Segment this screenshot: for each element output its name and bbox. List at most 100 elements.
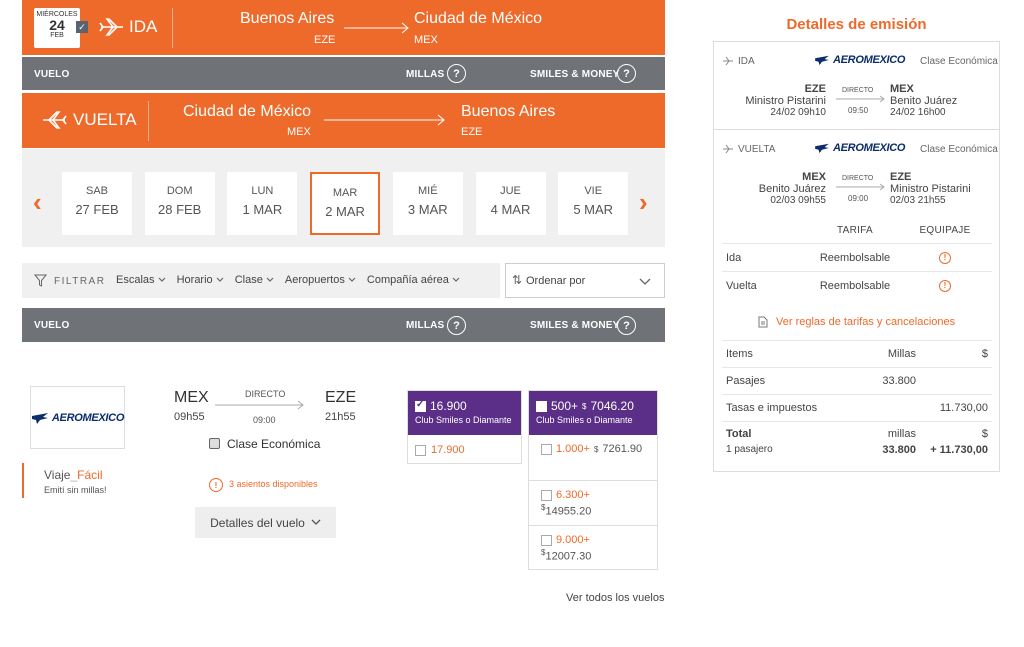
sm-club-checkbox[interactable] [536,400,547,412]
miles-club-label: Club Smiles o Diamante [415,415,512,425]
route-arrow-icon [215,400,304,410]
leg-from-name: Benito Juárez [758,183,826,195]
help-icon[interactable]: ? [617,64,636,83]
sm-club-label: Club Smiles o Diamante [536,415,633,425]
help-icon[interactable]: ? [447,316,466,335]
chevron-down-icon [452,277,460,282]
chevron-down-icon [348,277,356,282]
sm-option-cash: 14955.20 [545,505,592,518]
filter-dropdown[interactable]: Compañía aérea [367,274,460,286]
sm-option[interactable]: 6.300+ $14955.20 [529,480,657,525]
sm-option-cash: 12007.30 [545,550,592,563]
smiles-money-card: 500+ $7046.20 Club Smiles o Diamante 1.00… [528,390,658,570]
sm-option-checkbox[interactable] [541,534,552,546]
miles-card[interactable]: ✓ 16.900 Club Smiles o Diamante 17.900 [407,390,522,464]
day-option[interactable]: DOM 28 FEB [144,172,215,235]
chevron-down-icon [216,277,224,282]
date-month: FEB [50,32,64,39]
equipaje-header: EQUIPAJE [919,224,971,236]
total-value: + 11.730,00 [930,444,988,456]
baggage-alert-icon[interactable]: ! [939,251,951,264]
ida-to-city: Ciudad de México [414,10,543,27]
leg-airline: AEROMEXICO [814,54,905,66]
day-date: 2 MAR [325,204,365,219]
sm-option-checkbox[interactable] [541,489,552,501]
items-header: Items [726,348,753,360]
plane-icon [99,18,123,36]
price-table: Items Millas $ Pasajes 33.800 Tasas e im… [722,340,992,461]
filter-options: Escalas Horario Clase Aeropuertos Compañ… [116,274,460,286]
header-vuelo: VUELO [34,320,70,331]
tarifa-header: TARIFA [836,224,874,236]
route-arrow-icon [324,114,445,126]
rules-link[interactable]: Ver reglas de tarifas y cancelaciones [758,316,955,328]
next-date-button[interactable]: › [639,187,648,217]
leg-duration: 09:00 [848,194,869,203]
miles-club-checkbox[interactable]: ✓ [415,398,426,412]
sort-select[interactable]: ⇅ Ordenar por [505,263,665,298]
see-all-flights-link[interactable]: Ver todos los vuelos [566,592,665,604]
sm-option[interactable]: 1.000+ $7261.90 [529,435,657,480]
total-currency-label: $ [981,428,988,440]
sm-option-cash: 7261.90 [602,443,643,455]
flight-dep-time: 09h55 [174,411,205,423]
sm-club-cash: 7046.20 [590,399,634,413]
sm-option[interactable]: 9.000+ $12007.30 [529,525,657,570]
day-option[interactable]: MIÉ 3 MAR [392,172,463,235]
day-option[interactable]: MAR 2 MAR [310,172,381,235]
day-name: MAR [332,187,358,199]
day-list: SAB 27 FEB DOM 28 FEB LUN 1 MAR MAR 2 MAR MIÉ 3 M… [62,172,632,235]
filter-dropdown-label: Aeropuertos [284,274,345,286]
day-date: 28 FEB [158,202,202,217]
sm-option-checkbox[interactable] [541,443,552,455]
leg-from-name: Ministro Pistarini [745,95,826,107]
flight-duration: 09:00 [253,415,276,425]
filter-label: FILTRAR [54,276,106,287]
leg-to-name: Ministro Pistarini [890,183,971,195]
miles-regular-option[interactable]: 17.900 [408,435,521,465]
flight-details-button[interactable]: Detalles del vuelo [195,507,336,538]
leg-arr: 24/02 16h00 [890,107,946,118]
date-day: 24 [49,17,65,33]
help-icon[interactable]: ? [447,64,466,83]
rules-link-label: Ver reglas de tarifas y cancelaciones [776,316,956,328]
results-header-vuelta: VUELO MILLAS ? SMILES & MONEY ? [22,308,665,342]
fare-row: Vuelta Reembolsable! [722,271,992,299]
filter-dropdown[interactable]: Horario [177,274,224,286]
vuelta-from-city: Ciudad de México [183,103,312,120]
filter-dropdown[interactable]: Clase [235,274,274,286]
vuelta-to-code: EZE [461,126,483,138]
results-header-ida: VUELO MILLAS ? SMILES & MONEY ? [22,57,665,90]
promo-title-b: Fácil [77,468,103,482]
day-date: 1 MAR [242,202,283,217]
ida-to-code: MEX [414,34,438,46]
baggage-alert-icon[interactable]: ! [939,279,951,292]
header-vuelo: VUELO [34,69,70,80]
chevron-down-icon [158,277,166,282]
day-option[interactable]: VIE 5 MAR [558,172,629,235]
day-name: LUN [251,185,274,197]
date-badge: MIÉRCOLES 24 FEB [34,8,80,48]
leg-type: DIRECTO [842,175,874,182]
leg-airline: AEROMEXICO [814,142,905,154]
day-option[interactable]: LUN 1 MAR [227,172,298,235]
miles-club-value: 16.900 [430,399,467,413]
flight-cabin: Clase Económica [227,437,321,451]
header-smiles-money: SMILES & MONEY [530,320,620,331]
miles-club-option[interactable]: ✓ 16.900 Club Smiles o Diamante [408,391,521,435]
vuelta-to-city: Buenos Aires [461,103,556,120]
ida-from-code: EZE [314,34,336,46]
pasajes-label: Pasajes [726,375,766,387]
prev-date-button[interactable]: ‹ [33,187,42,217]
filter-dropdown[interactable]: Aeropuertos [285,274,356,286]
help-icon[interactable]: ? [617,316,636,335]
filter-dropdown[interactable]: Escalas [116,274,166,286]
day-option[interactable]: JUE 4 MAR [475,172,546,235]
promo-title-a: Viaje [44,468,71,482]
miles-regular-checkbox[interactable] [415,444,426,456]
day-option[interactable]: SAB 27 FEB [62,172,132,235]
header-smiles-money: SMILES & MONEY [530,69,620,80]
leg-from: MEX [802,171,826,183]
fare-type: Reembolsable [819,251,891,264]
sm-club-option[interactable]: 500+ $7046.20 Club Smiles o Diamante [529,391,657,435]
